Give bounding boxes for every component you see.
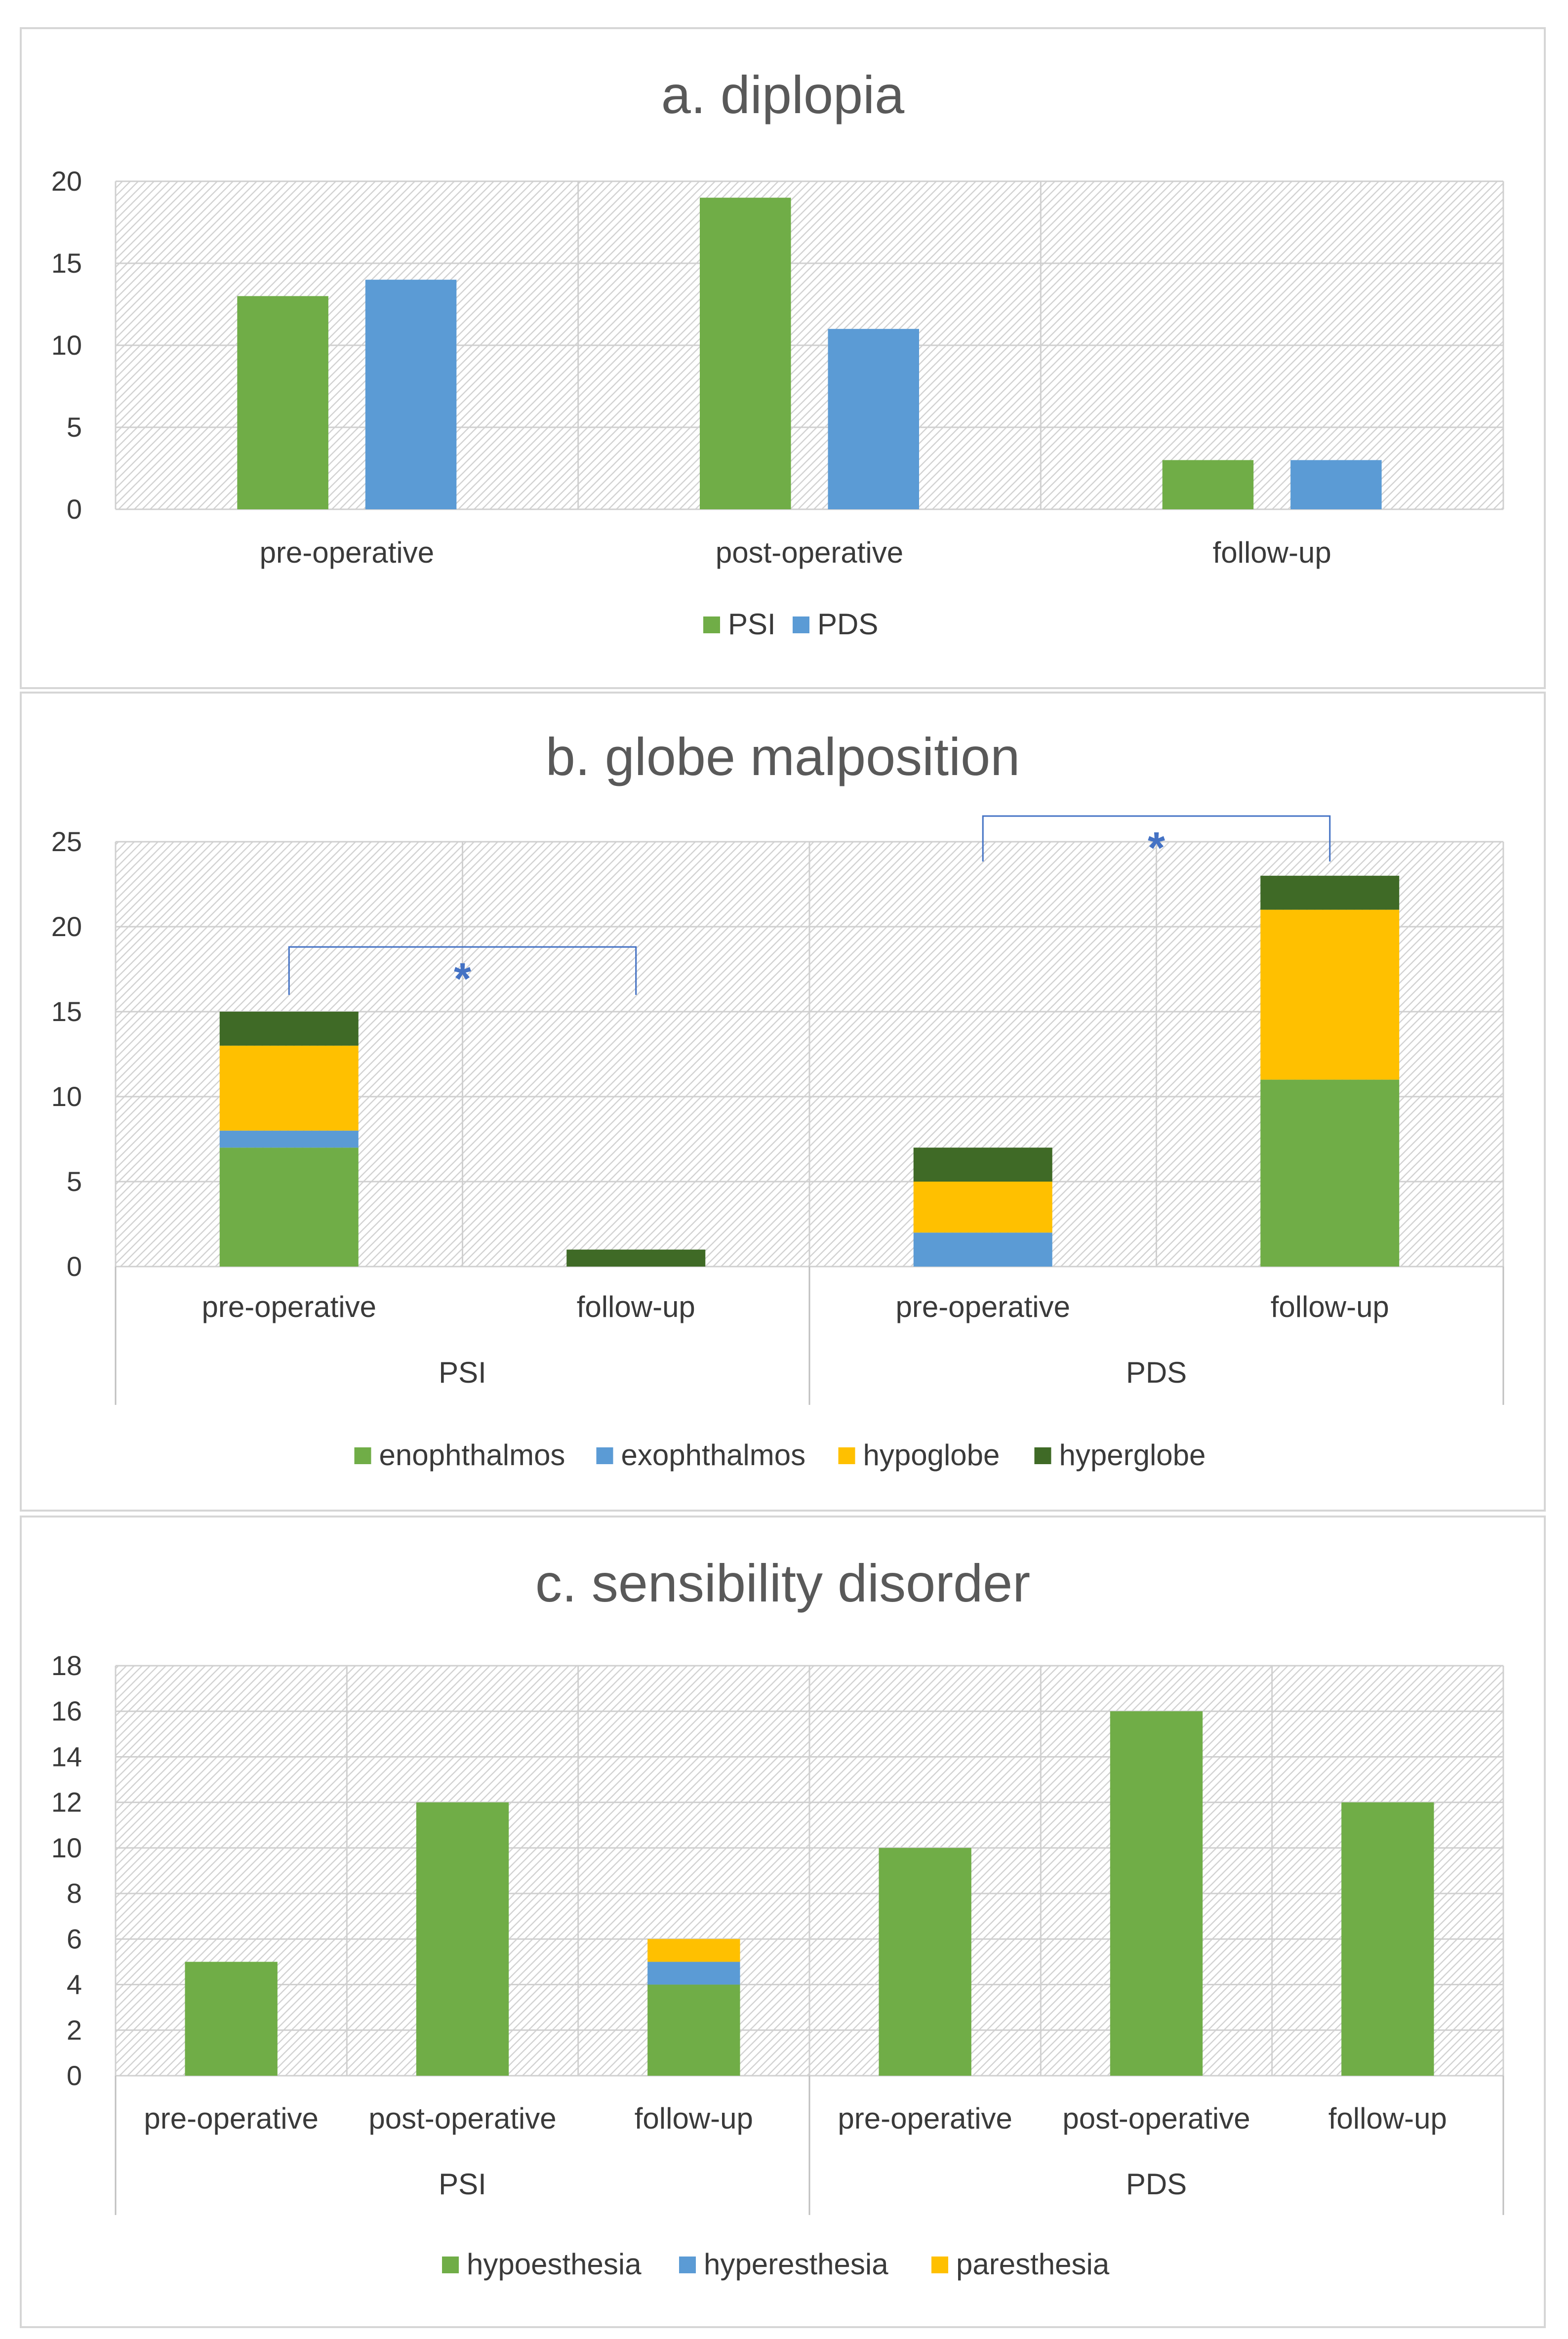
- legend-swatch-hypoglobe: [838, 1447, 855, 1464]
- y-tick-label: 20: [51, 165, 82, 197]
- bar-exophthalmos: [913, 1232, 1052, 1267]
- legend-label: enophthalmos: [379, 1438, 565, 1472]
- bar-hypoesthesia: [416, 1802, 509, 2076]
- chart-title: a. diplopia: [661, 65, 905, 124]
- legend-swatch-paresthesia: [931, 2257, 948, 2273]
- bar-exophthalmos: [219, 1130, 359, 1148]
- y-tick-label: 0: [67, 1251, 82, 1282]
- x-tick-label: follow-up: [1271, 1290, 1389, 1323]
- panel-globe-malposition: b. globe malposition 0 5 10 15 20 25 pre-opera…: [20, 692, 1546, 1512]
- bar-hypoesthesia: [647, 1984, 740, 2076]
- significance-bracket: [288, 946, 637, 995]
- x-tick-label: follow-up: [1328, 2102, 1447, 2135]
- legend-swatch-enophthalmos: [354, 1447, 371, 1464]
- legend-swatch-pds: [793, 616, 809, 633]
- bar-psi: [1162, 460, 1254, 509]
- y-tick-label: 8: [67, 1878, 82, 1909]
- chart-title: c. sensibility disorder: [535, 1553, 1030, 1613]
- legend: PSI PDS: [703, 608, 878, 641]
- significance-bracket: [982, 815, 1331, 862]
- y-tick-label: 15: [51, 996, 82, 1027]
- bar-hyperglobe: [219, 1012, 359, 1046]
- bar-hypoesthesia: [185, 1962, 278, 2076]
- panel-sensibility-disorder: c. sensibility disorder 0 2 4 6 8 10 12 14 16 18 p…: [20, 1516, 1546, 2328]
- x-tick-label: follow-up: [577, 1290, 695, 1323]
- bar-hyperglobe: [566, 1249, 706, 1267]
- group-label: PSI: [439, 2168, 486, 2201]
- x-tick-label: post-operative: [716, 536, 903, 569]
- panel-diplopia: a. diplopia 0 5 10 15 20 pre-operative post-op…: [20, 27, 1546, 689]
- x-tick-label: pre-operative: [260, 536, 435, 569]
- x-tick-label: post-operative: [1062, 2102, 1250, 2135]
- y-tick-label: 10: [51, 329, 82, 361]
- bar-hypoglobe: [913, 1182, 1052, 1233]
- y-tick-label: 18: [51, 1650, 82, 1681]
- chart-title: b. globe malposition: [546, 727, 1020, 786]
- legend-swatch-psi: [703, 616, 720, 633]
- bar-hyperglobe: [1260, 875, 1400, 910]
- legend-swatch-hypoesthesia: [442, 2257, 459, 2273]
- legend-label: PSI: [728, 608, 776, 641]
- legend: enophthalmos exophthalmos hypoglobe hypergl…: [354, 1438, 1206, 1472]
- y-tick-label: 4: [67, 1969, 82, 2000]
- y-tick-label: 5: [67, 1166, 82, 1197]
- diplopia-chart: a. diplopia 0 5 10 15 20 pre-operative post-op…: [51, 65, 1504, 641]
- group-label: PDS: [1126, 2168, 1187, 2201]
- legend-label: hypoglobe: [863, 1438, 1000, 1472]
- significance-marker: *: [1148, 823, 1165, 873]
- y-tick-label: 15: [51, 247, 82, 279]
- bar-pds: [1290, 460, 1382, 509]
- legend-swatch-hyperglobe: [1034, 1447, 1051, 1464]
- bar-hyperglobe: [913, 1148, 1052, 1182]
- bar-enophthalmos: [219, 1148, 359, 1267]
- legend-swatch-hyperesthesia: [679, 2257, 696, 2273]
- significance-marker: *: [454, 954, 471, 1004]
- group-label: PSI: [439, 1356, 486, 1389]
- x-tick-label: pre-operative: [895, 1290, 1070, 1323]
- x-tick-label: follow-up: [635, 2102, 753, 2135]
- x-tick-label: pre-operative: [838, 2102, 1012, 2135]
- bar-pds: [365, 280, 457, 509]
- bar-hypoesthesia: [1341, 1802, 1434, 2076]
- y-tick-label: 2: [67, 2014, 82, 2046]
- y-tick-label: 16: [51, 1695, 82, 1726]
- legend-label: paresthesia: [956, 2248, 1110, 2281]
- bar-hypoglobe: [219, 1045, 359, 1131]
- y-tick-label: 10: [51, 1832, 82, 1863]
- y-tick-label: 12: [51, 1787, 82, 1818]
- bar-psi: [700, 198, 791, 509]
- legend-label: PDS: [817, 608, 878, 641]
- legend-label: hyperesthesia: [704, 2248, 888, 2281]
- legend-label: exophthalmos: [621, 1438, 806, 1472]
- y-tick-label: 25: [51, 826, 82, 857]
- y-tick-label: 6: [67, 1923, 82, 1954]
- legend: hypoesthesia hyperesthesia paresthesia: [442, 2248, 1110, 2281]
- y-tick-label: 0: [67, 493, 82, 525]
- legend-swatch-exophthalmos: [596, 1447, 613, 1464]
- x-tick-label: pre-operative: [201, 1290, 376, 1323]
- sensibility-disorder-chart: c. sensibility disorder 0 2 4 6 8 10 12 14 16 18 p…: [51, 1553, 1504, 2281]
- bar-hypoglobe: [1260, 909, 1400, 1080]
- legend-label: hyperglobe: [1059, 1438, 1206, 1472]
- globe-malposition-chart: b. globe malposition 0 5 10 15 20 25 pre-opera…: [51, 727, 1504, 1472]
- group-label: PDS: [1126, 1356, 1187, 1389]
- y-tick-label: 0: [67, 2060, 82, 2091]
- y-tick-label: 14: [51, 1741, 82, 1772]
- bar-hypoesthesia: [1110, 1711, 1203, 2076]
- bar-hyperesthesia: [647, 1962, 740, 1985]
- bar-pds: [828, 328, 919, 509]
- bar-enophthalmos: [1260, 1079, 1400, 1267]
- x-tick-label: follow-up: [1213, 536, 1331, 569]
- y-tick-label: 5: [67, 411, 82, 443]
- bar-paresthesia: [647, 1939, 740, 1962]
- legend-label: hypoesthesia: [467, 2248, 642, 2281]
- bar-psi: [237, 296, 328, 509]
- x-tick-label: post-operative: [368, 2102, 556, 2135]
- y-tick-label: 10: [51, 1081, 82, 1112]
- bar-hypoesthesia: [879, 1847, 971, 2076]
- y-tick-label: 20: [51, 911, 82, 942]
- x-tick-label: pre-operative: [144, 2102, 319, 2135]
